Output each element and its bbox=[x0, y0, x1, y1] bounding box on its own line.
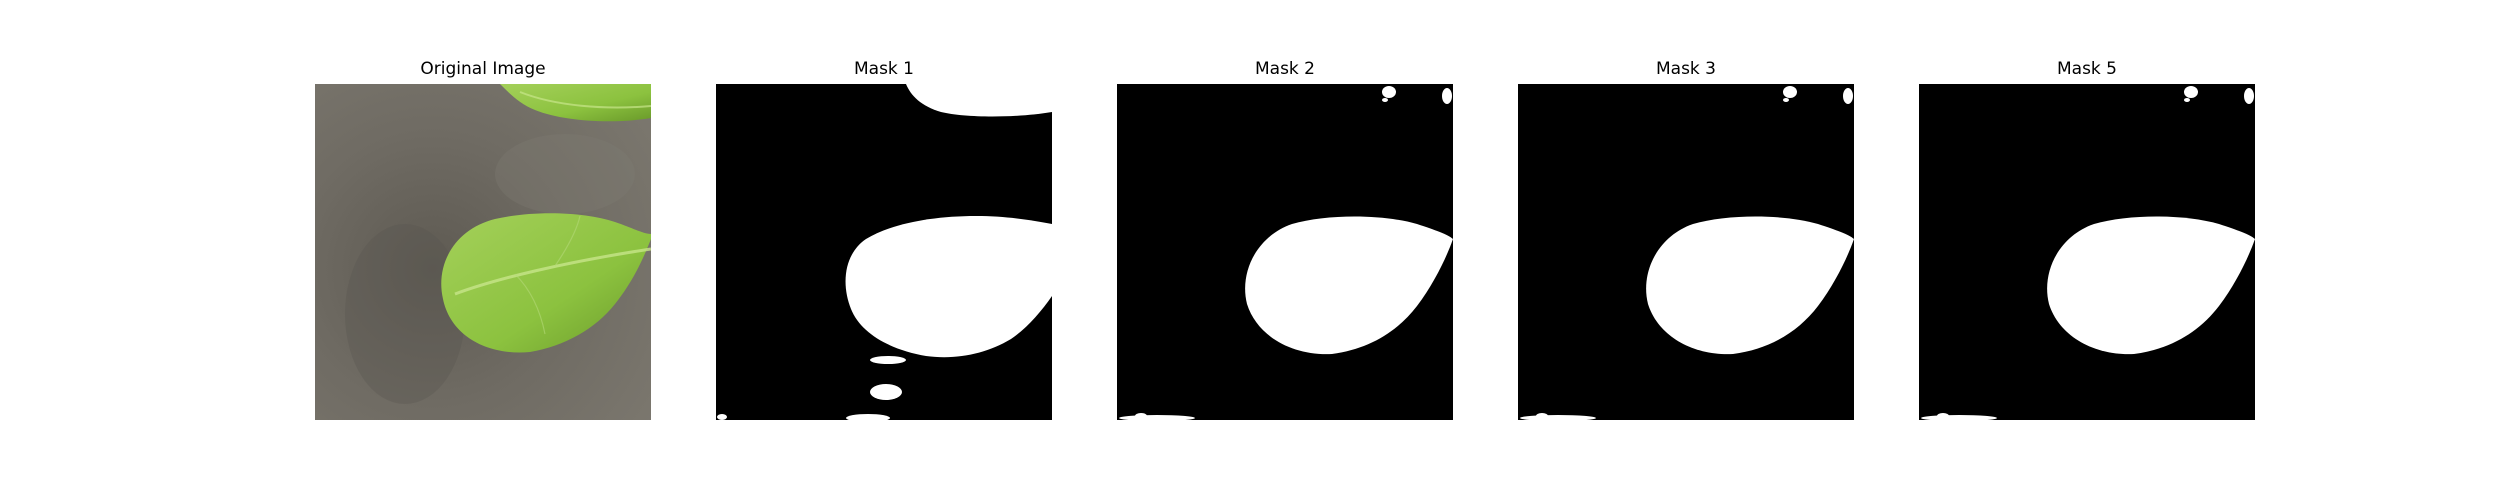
mask-speck-bottom-2 bbox=[1536, 413, 1548, 419]
mask-speck-top-2 bbox=[1382, 98, 1388, 102]
mask-speck-top-3 bbox=[2244, 88, 2254, 104]
mask-region-leaf bbox=[845, 216, 1052, 358]
mask-speck-1 bbox=[870, 356, 906, 364]
top-leaf-vein bbox=[519, 91, 651, 109]
mask-5-image bbox=[1919, 84, 2255, 420]
mask-speck-top-1 bbox=[2184, 86, 2198, 98]
panel-title-mask-1: Mask 1 bbox=[853, 59, 914, 79]
panel-title-mask-2: Mask 2 bbox=[1254, 59, 1315, 79]
top-leaf bbox=[500, 84, 651, 122]
mask-speck-top-3 bbox=[1442, 88, 1452, 104]
main-leaf-vein-3 bbox=[554, 215, 581, 267]
mask-3-image bbox=[1518, 84, 1854, 420]
mask-speck-4 bbox=[717, 414, 727, 420]
mask-speck-3 bbox=[846, 414, 890, 420]
mask-speck-top-2 bbox=[2184, 98, 2190, 102]
panel-title-original: Original Image bbox=[420, 59, 546, 79]
soil-shadow bbox=[345, 224, 465, 404]
mask-speck-bottom-2 bbox=[1937, 413, 1949, 419]
mask-1-image bbox=[716, 84, 1052, 420]
soil-highlight bbox=[495, 134, 635, 214]
mask-region-top bbox=[906, 84, 1052, 117]
mask-speck-bottom-2 bbox=[1135, 413, 1147, 419]
mask-region-leaf bbox=[1646, 216, 1854, 355]
main-leaf bbox=[441, 213, 651, 353]
panel-title-mask-3: Mask 3 bbox=[1655, 59, 1716, 79]
mask-speck-top-3 bbox=[1843, 88, 1853, 104]
mask-speck-top-1 bbox=[1382, 86, 1396, 98]
original-image bbox=[315, 84, 651, 420]
mask-2-image bbox=[1117, 84, 1453, 420]
panel-title-mask-5: Mask 5 bbox=[2056, 59, 2117, 79]
main-leaf-vein-2 bbox=[514, 273, 546, 335]
mask-speck-top-1 bbox=[1783, 86, 1797, 98]
mask-region-leaf bbox=[1245, 216, 1453, 355]
mask-speck-top-2 bbox=[1783, 98, 1789, 102]
mask-region-leaf bbox=[2047, 216, 2255, 355]
main-leaf-vein bbox=[454, 247, 651, 296]
mask-speck-2 bbox=[870, 384, 902, 400]
